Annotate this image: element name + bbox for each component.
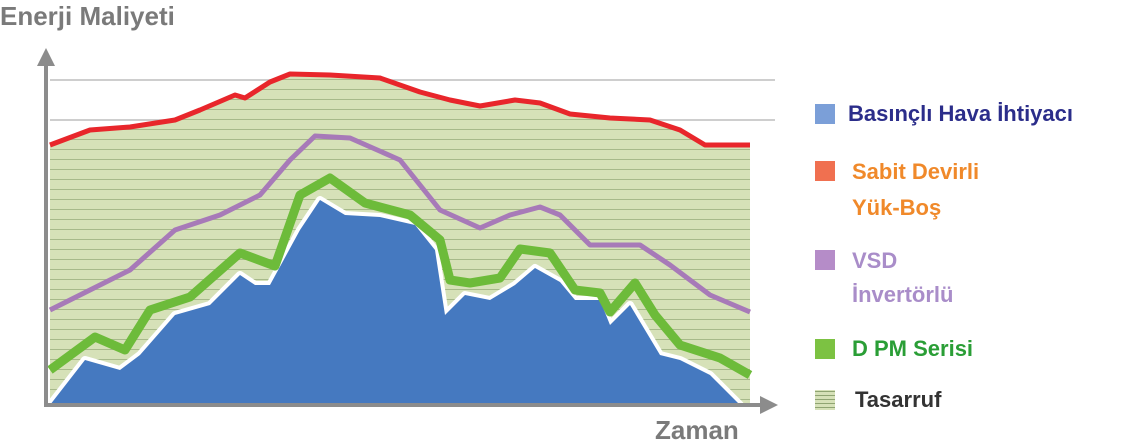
fixed-speed-curve — [49, 71, 750, 148]
dpm-curve — [47, 173, 753, 379]
y-axis-arrow — [37, 48, 55, 66]
legend-swatch — [815, 339, 835, 359]
x-axis-label: Zaman — [655, 415, 739, 445]
legend-swatch — [815, 161, 835, 181]
legend-label: Yük-Boş — [852, 195, 941, 220]
legend-swatch — [815, 250, 835, 270]
legend-label: Tasarruf — [855, 387, 942, 412]
title: Enerji Maliyeti — [0, 1, 175, 31]
demand-area — [50, 200, 740, 405]
x-axis-arrow — [760, 396, 778, 414]
vsd-curve — [48, 133, 751, 315]
legend-swatch — [815, 390, 835, 410]
legend-label: D PM Serisi — [852, 336, 973, 361]
legend-label: VSD — [852, 248, 897, 273]
legend-label: Basınçlı Hava İhtiyacı — [848, 101, 1073, 126]
legend-label: Sabit Devirli — [852, 159, 979, 184]
legend-swatch — [815, 104, 835, 124]
legend-label: İnvertörlü — [852, 282, 953, 307]
